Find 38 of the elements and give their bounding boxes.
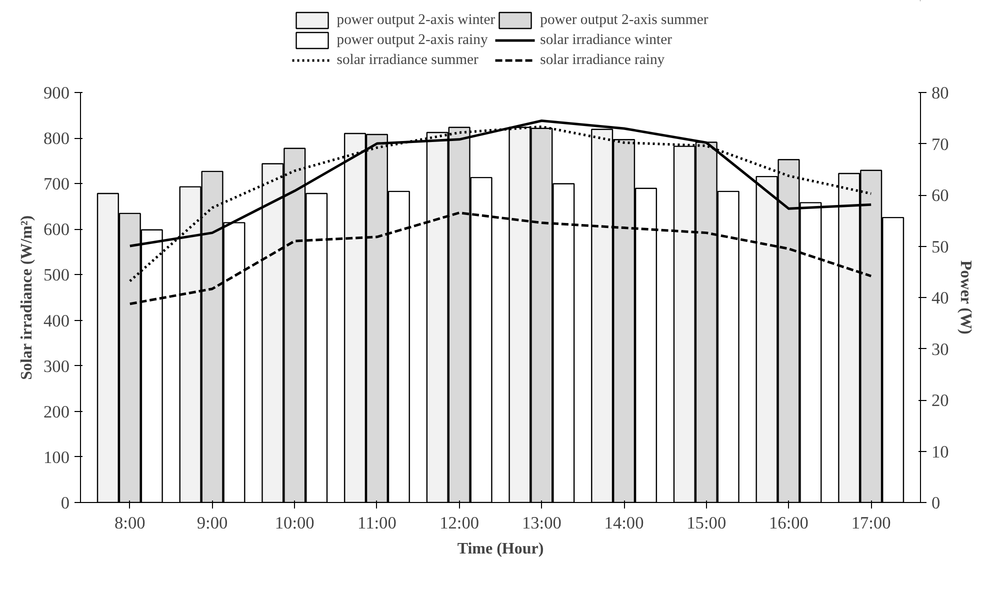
legend-label: solar irradiance winter [540,32,672,48]
y-tick-label: 100 [44,448,70,467]
x-tick-label: 8:00 [114,514,146,532]
y-tick-label: 200 [44,402,70,422]
y2-tick-label: 0 [932,494,940,512]
x-tick-label: 17:00 [851,514,891,532]
y2-axis-title: Power (W) [956,260,974,334]
legend-label: power output 2-axis winter [336,12,496,28]
legend-label: solar irradiance summer [336,52,478,68]
legend-label: solar irradiance rainy [540,52,665,68]
y-tick-label: 400 [44,311,70,330]
y2-tick-label: 70 [932,134,949,154]
y2-tick-label: 10 [932,442,949,462]
y2-tick-label: 40 [932,288,949,308]
legend-label: power output 2-axis summer [540,12,708,28]
x-tick-label: 16:00 [769,514,808,532]
y2-tick-label: 80 [932,84,949,102]
y-tick-label: 700 [44,174,70,194]
x-tick-label: 11:00 [358,514,396,532]
x-tick-label: 15:00 [686,514,726,532]
legend-label: power output 2-axis rainy [336,32,488,48]
x-tick-label: 13:00 [522,514,562,532]
y-tick-label: 900 [44,84,70,102]
y-tick-label: 500 [44,266,70,285]
y2-tick-label: 20 [932,391,949,410]
y-tick-label: 600 [44,220,70,240]
x-tick-label: 12:00 [440,514,480,532]
x-tick-label: 14:00 [604,514,644,532]
y2-tick-label: 60 [932,186,949,205]
y-tick-label: 0 [60,494,70,512]
y-tick-label: 300 [44,356,70,376]
y-axis-title: Solar irradiance (W/m²) [18,215,36,380]
x-tick-label: 10:00 [274,514,314,532]
x-tick-label: 9:00 [196,514,228,532]
y2-tick-label: 30 [932,340,949,359]
y-tick-label: 800 [44,129,70,148]
y2-tick-label: 50 [932,237,949,256]
x-axis-title: Time (Hour) [457,540,544,558]
